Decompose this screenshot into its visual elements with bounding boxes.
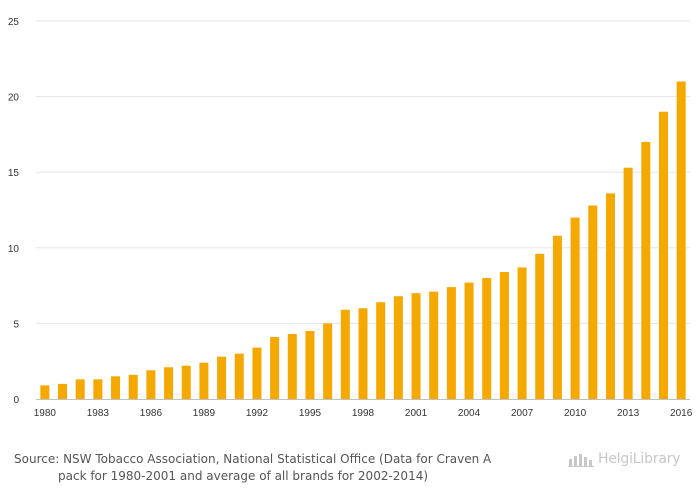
bar-2003 [446,287,456,399]
bar-1981 [58,383,68,399]
bar-2005 [482,278,492,399]
bar-2016 [676,81,686,399]
y-tick-label-10: 10 [8,244,20,255]
bar-2015 [658,111,668,399]
x-tick-label-2004: 2004 [458,408,481,419]
bar-2012 [605,193,615,399]
bar-2000 [393,296,403,399]
source-line-1: Source: NSW Tobacco Association, Nationa… [14,452,492,466]
bars [40,81,686,399]
bar-1985 [128,374,138,399]
x-tick-label-2016: 2016 [670,408,693,419]
y-tick-label-15: 15 [8,168,20,179]
brand-name: HelgiLibrary [598,451,681,467]
bar-1993 [270,337,280,399]
bar-1988 [181,365,191,399]
bar-2006 [499,271,509,399]
gridlines [36,20,690,324]
x-tick-label-2010: 2010 [564,408,587,419]
bar-1995 [305,330,315,399]
y-tick-label-20: 20 [8,93,20,104]
x-tick-label-1998: 1998 [352,408,375,419]
source-note: Source: NSW Tobacco Association, Nationa… [14,451,534,485]
bar-1999 [376,302,386,399]
x-tick-label-2007: 2007 [511,408,534,419]
y-axis-tick-labels: 0 5 10 15 20 25 [8,17,20,406]
x-tick-label-1986: 1986 [140,408,163,419]
bar-2001 [411,293,421,399]
bar-2010 [570,217,580,399]
x-tick-label-1983: 1983 [87,408,110,419]
bar-1982 [75,379,85,399]
bar-2004 [464,282,474,399]
bar-1994 [287,333,297,399]
bar-1998 [358,308,368,399]
y-tick-label-0: 0 [13,395,19,406]
x-tick-label-2013: 2013 [617,408,640,419]
x-tick-label-1980: 1980 [34,408,57,419]
x-tick-label-2001: 2001 [405,408,428,419]
bar-1990 [217,356,227,399]
brand-logo: HelgiLibrary [568,451,681,467]
x-tick-label-1989: 1989 [193,408,216,419]
x-tick-label-1992: 1992 [246,408,269,419]
bar-1992 [252,347,262,399]
bar-1996 [323,323,333,399]
bar-1984 [111,376,121,399]
bar-2013 [623,167,633,399]
bar-1983 [93,379,103,399]
bar-2008 [535,253,545,399]
bar-2011 [588,205,598,399]
bar-1986 [146,370,156,399]
bar-1989 [199,362,209,399]
x-axis-tick-labels: 1980 1983 1986 1989 1992 1995 1998 2001 2004 2007… [34,408,693,419]
bar-2007 [517,267,527,399]
bar-1980 [40,385,50,399]
bar-2009 [552,235,562,399]
helgi-library-logo-icon [568,454,594,467]
chart: 0 5 10 15 20 25 1980 1983 1986 1989 1992 1995 1998 2… [8,17,693,419]
bar-2002 [429,291,439,399]
bar-1987 [164,367,174,399]
bar-1997 [340,309,350,399]
y-tick-label-5: 5 [13,319,19,330]
bar-1991 [234,353,244,399]
x-tick-label-1995: 1995 [299,408,322,419]
y-tick-label-25: 25 [8,17,20,28]
bar-2014 [641,141,651,399]
source-line-2: pack for 1980-2001 and average of all br… [58,469,429,483]
